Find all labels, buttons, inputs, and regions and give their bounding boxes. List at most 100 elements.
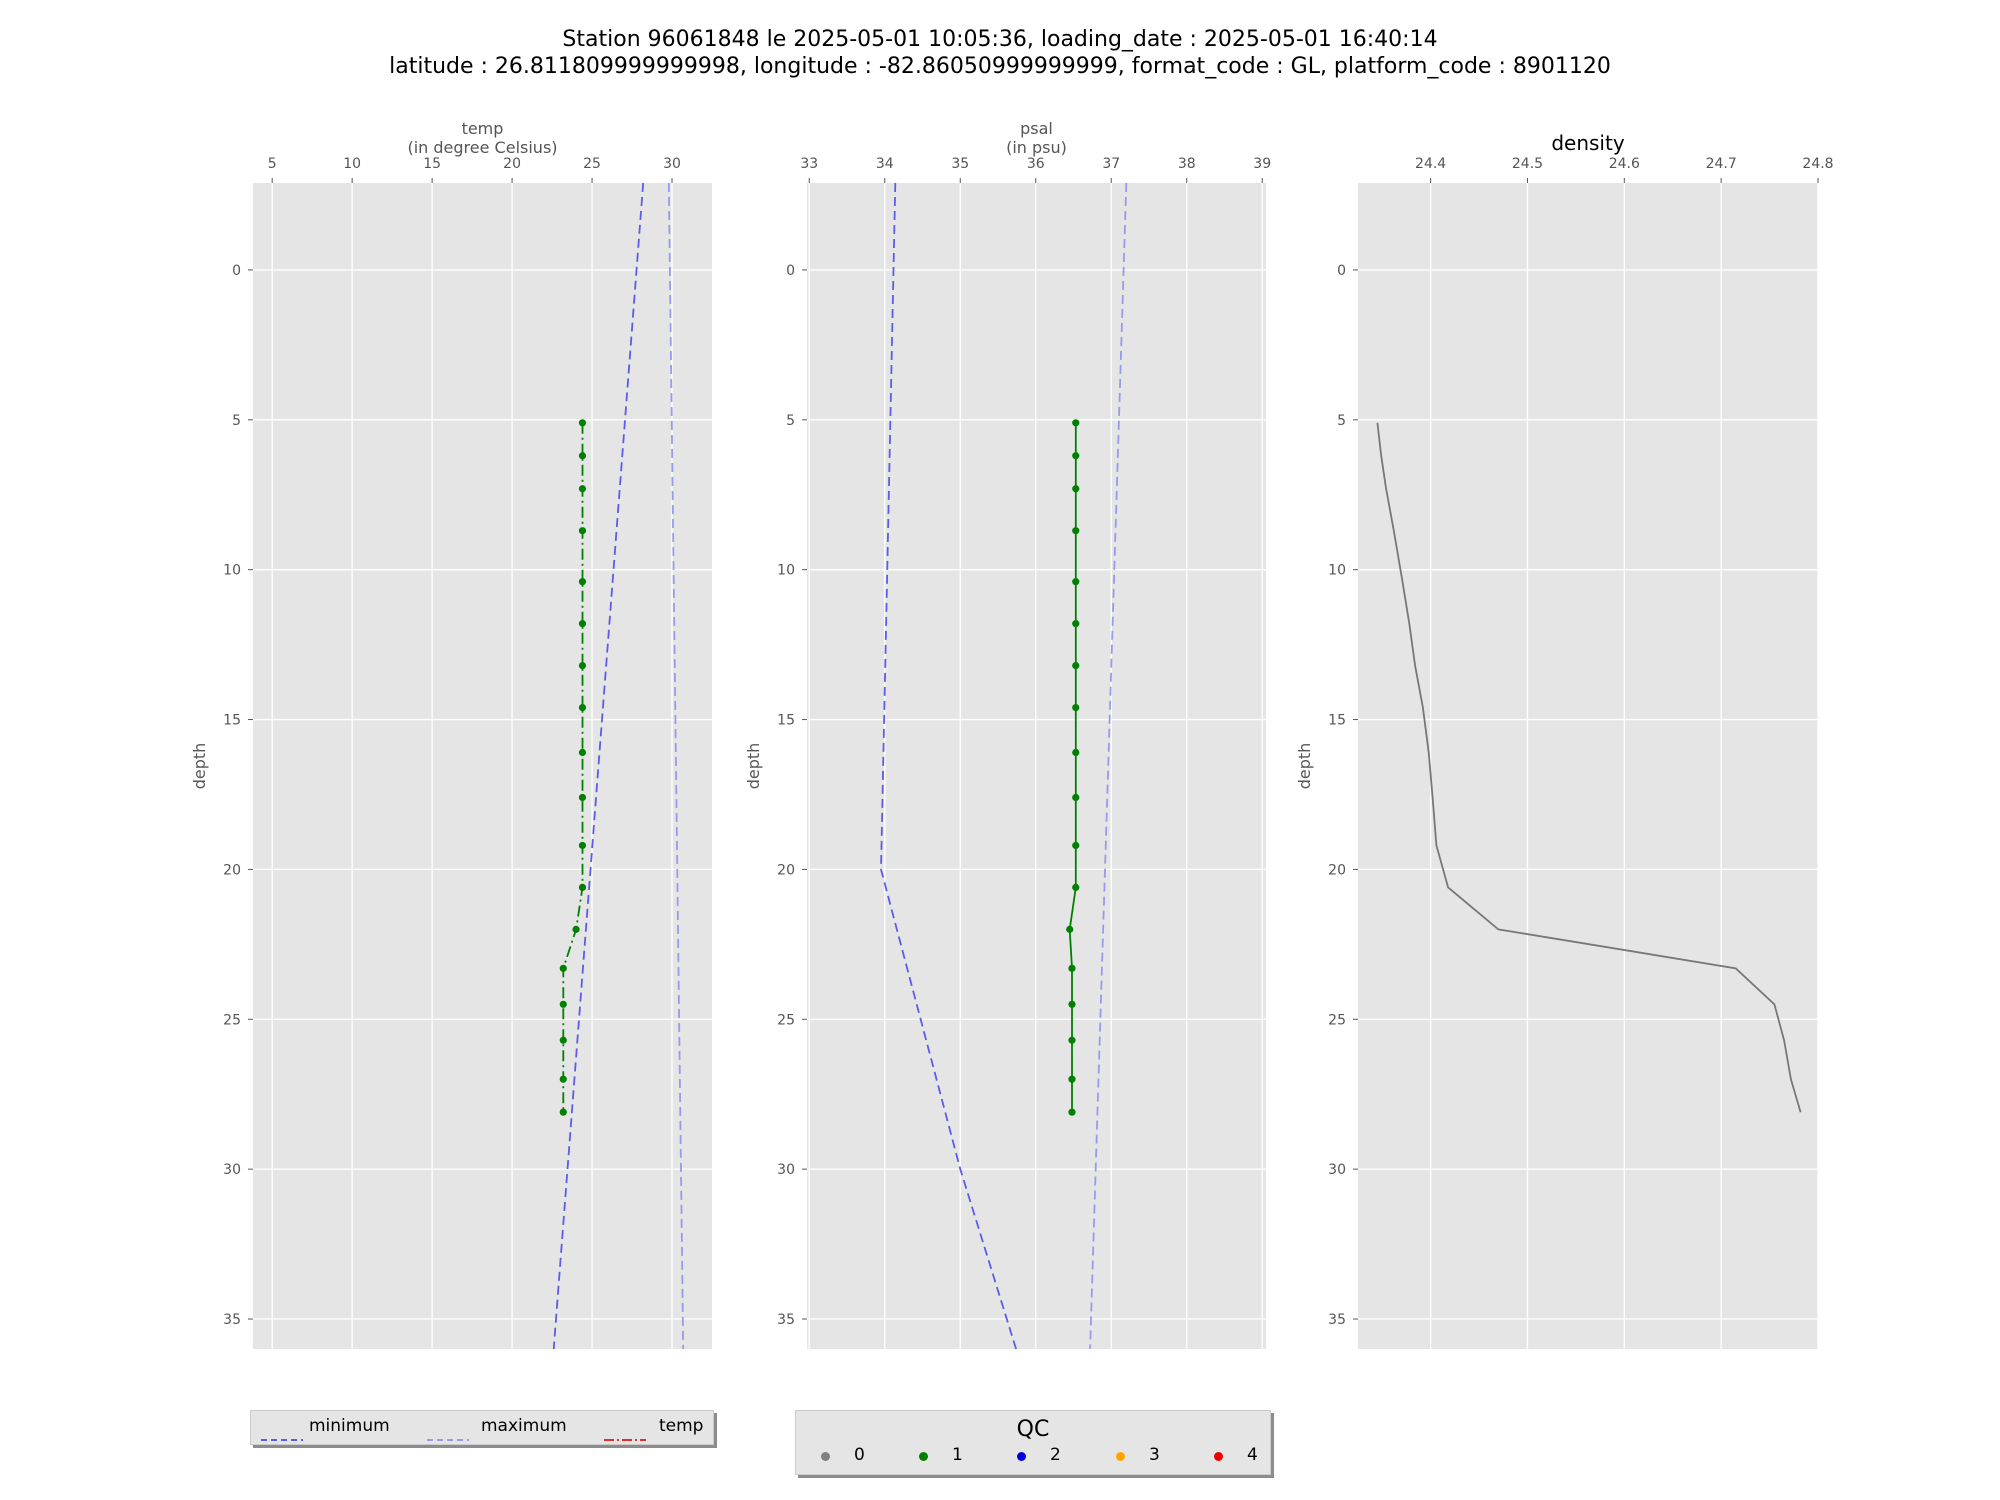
y-tick-label: 15 bbox=[777, 713, 795, 729]
x-tick-label: 24.8 bbox=[1802, 156, 1833, 172]
legend-swatch-minimum bbox=[261, 1427, 303, 1446]
y-tick-label: 5 bbox=[232, 413, 241, 429]
legend-label-maximum: maximum bbox=[481, 1416, 567, 1436]
y-axis-label: depth bbox=[190, 743, 209, 790]
axis-title-temp: temp bbox=[462, 119, 504, 138]
qc-legend-label: 1 bbox=[952, 1445, 963, 1465]
qc-legend-title: QC bbox=[1016, 1417, 1050, 1442]
series-maximum-line bbox=[667, 182, 685, 1350]
y-tick-label: 0 bbox=[232, 263, 241, 279]
qc-legend-label: 2 bbox=[1050, 1445, 1061, 1465]
legend-label-minimum: minimum bbox=[309, 1416, 390, 1436]
qc-legend-marker bbox=[919, 1452, 928, 1461]
qc-legend-label: 3 bbox=[1149, 1445, 1160, 1465]
data-point-psal bbox=[1072, 748, 1080, 757]
y-tick-label: 35 bbox=[777, 1312, 795, 1328]
data-point-temp bbox=[578, 703, 587, 712]
y-axis-label: depth bbox=[744, 743, 763, 790]
legend-swatch-maximum bbox=[427, 1427, 469, 1446]
x-tick-label: 37 bbox=[1102, 156, 1120, 172]
y-tick-label: 35 bbox=[1328, 1312, 1346, 1328]
data-point-psal bbox=[1066, 925, 1074, 933]
x-tick-label: 24.5 bbox=[1512, 156, 1543, 172]
x-tick-label: 5 bbox=[268, 156, 277, 172]
x-tick-label: 36 bbox=[1027, 156, 1045, 172]
qc-legend-marker bbox=[821, 1452, 830, 1461]
y-tick-label: 25 bbox=[1328, 1012, 1346, 1028]
y-axis-label: depth bbox=[1295, 743, 1314, 790]
chart-title-line2: latitude : 26.811809999999998, longitude… bbox=[389, 54, 1611, 79]
y-tick-label: 35 bbox=[223, 1312, 241, 1328]
axis-title-unit: (in psu) bbox=[1006, 138, 1067, 157]
series-maximum-line bbox=[1089, 182, 1128, 1350]
x-tick-label: 20 bbox=[503, 156, 521, 172]
data-point-temp bbox=[578, 793, 587, 802]
data-point-temp bbox=[559, 1075, 567, 1083]
plot-area-density bbox=[1358, 183, 1818, 1349]
legend-swatch-temp bbox=[604, 1427, 646, 1446]
plot-area-psal bbox=[807, 183, 1266, 1349]
axis-title-unit: (in degree Celsius) bbox=[407, 138, 557, 157]
plot-area-temp bbox=[253, 183, 712, 1349]
y-tick-label: 25 bbox=[777, 1012, 795, 1028]
data-point-temp bbox=[572, 925, 580, 933]
data-point-psal bbox=[1072, 485, 1080, 493]
data-point-temp bbox=[578, 620, 587, 628]
data-point-psal bbox=[1072, 620, 1080, 628]
data-point-temp bbox=[578, 485, 587, 493]
data-point-temp bbox=[578, 841, 587, 850]
y-tick-label: 15 bbox=[223, 713, 241, 729]
y-tick-label: 20 bbox=[223, 862, 241, 878]
x-tick-label: 30 bbox=[663, 156, 681, 172]
series-psal-line bbox=[1068, 422, 1077, 1113]
qc-legend-label: 4 bbox=[1247, 1445, 1258, 1465]
data-point-temp bbox=[578, 883, 587, 891]
data-point-psal bbox=[1072, 452, 1080, 460]
data-point-psal bbox=[1072, 883, 1080, 891]
x-tick-label: 24.6 bbox=[1609, 156, 1640, 172]
y-tick-label: 20 bbox=[1328, 862, 1346, 878]
y-tick-label: 10 bbox=[223, 563, 241, 579]
data-point-psal bbox=[1072, 419, 1080, 427]
y-tick-label: 10 bbox=[777, 563, 795, 579]
y-tick-label: 30 bbox=[1328, 1162, 1346, 1178]
axis-title-psal: psal bbox=[1020, 119, 1053, 138]
x-tick-label: 24.7 bbox=[1706, 156, 1737, 172]
data-point-temp bbox=[578, 452, 587, 460]
data-point-temp bbox=[559, 1000, 567, 1008]
data-point-temp bbox=[559, 964, 567, 972]
data-point-temp bbox=[578, 419, 587, 427]
y-tick-label: 0 bbox=[1337, 263, 1346, 279]
x-tick-label: 10 bbox=[343, 156, 361, 172]
data-point-temp bbox=[559, 1108, 567, 1116]
data-point-psal bbox=[1072, 841, 1080, 850]
data-point-psal bbox=[1068, 1000, 1076, 1008]
data-point-psal bbox=[1072, 578, 1080, 586]
x-tick-label: 24.4 bbox=[1415, 156, 1446, 172]
data-point-psal bbox=[1072, 703, 1080, 712]
data-point-temp bbox=[578, 578, 587, 586]
line-legend: minimum maximum temp bbox=[250, 1410, 714, 1445]
data-point-temp bbox=[559, 1036, 567, 1044]
qc-legend-marker bbox=[1214, 1452, 1223, 1461]
data-point-temp bbox=[578, 748, 587, 757]
x-tick-label: 39 bbox=[1253, 156, 1271, 172]
chart-title-line1: Station 96061848 le 2025-05-01 10:05:36,… bbox=[562, 27, 1438, 52]
x-tick-label: 33 bbox=[800, 156, 818, 172]
legend-label-temp: temp bbox=[659, 1416, 704, 1436]
series-minimum-line bbox=[552, 182, 645, 1350]
x-tick-label: 34 bbox=[876, 156, 894, 172]
series-density-line bbox=[1376, 422, 1802, 1113]
y-tick-label: 20 bbox=[777, 862, 795, 878]
y-tick-label: 15 bbox=[1328, 713, 1346, 729]
data-point-psal bbox=[1068, 964, 1076, 972]
x-tick-label: 35 bbox=[951, 156, 969, 172]
series-minimum-line bbox=[880, 182, 1017, 1350]
axis-title-density: density bbox=[1551, 131, 1624, 155]
data-point-psal bbox=[1068, 1108, 1076, 1116]
data-point-temp bbox=[578, 527, 587, 535]
y-tick-label: 0 bbox=[786, 263, 795, 279]
y-tick-label: 30 bbox=[223, 1162, 241, 1178]
data-point-psal bbox=[1068, 1036, 1076, 1044]
